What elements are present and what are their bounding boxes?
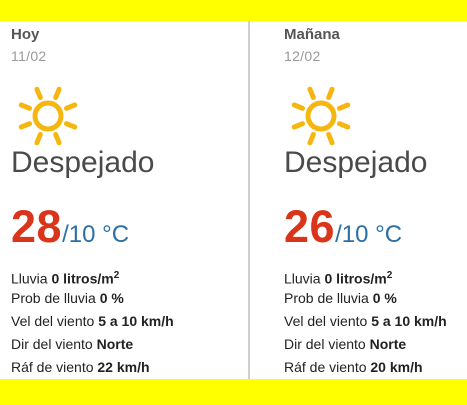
rain-row: Lluvia 0 litros/m2 bbox=[284, 264, 447, 287]
bottom-banner bbox=[0, 379, 467, 405]
rain-probability-row: Prob de lluvia 0 % bbox=[11, 287, 174, 310]
rain-row: Lluvia 0 litros/m2 bbox=[11, 264, 174, 287]
max-temperature: 28 bbox=[11, 201, 63, 252]
rain-label: Lluvia bbox=[284, 270, 321, 287]
day-name: Hoy bbox=[11, 26, 40, 43]
rain-probability-value: 0 % bbox=[372, 290, 397, 306]
rain-probability-label: Prob de lluvia bbox=[284, 290, 369, 306]
day-divider bbox=[248, 21, 250, 379]
temperature: 28/10 °C bbox=[11, 201, 129, 253]
rain-probability-row: Prob de lluvia 0 % bbox=[284, 287, 447, 310]
sun-icon bbox=[18, 86, 78, 146]
forecast-day-today: Hoy 11/02 Despejado 28/10 °C Lluvia 0 li… bbox=[11, 21, 241, 379]
rain-unit-exponent: 2 bbox=[113, 270, 120, 281]
wind-direction-label: Dir del viento bbox=[284, 336, 366, 352]
day-date: 11/02 bbox=[11, 48, 47, 64]
rain-probability-label: Prob de lluvia bbox=[11, 290, 96, 306]
rain-unit-exponent: 2 bbox=[386, 270, 393, 281]
wind-direction-label: Dir del viento bbox=[11, 336, 93, 352]
max-temperature: 26 bbox=[284, 201, 336, 252]
rain-value: 0 litros/m bbox=[324, 270, 387, 287]
temperature: 26/10 °C bbox=[284, 201, 402, 253]
top-banner bbox=[0, 0, 467, 21]
weather-details: Lluvia 0 litros/m2 Prob de lluvia 0 % Ve… bbox=[11, 264, 174, 379]
weather-details: Lluvia 0 litros/m2 Prob de lluvia 0 % Ve… bbox=[284, 264, 447, 379]
day-date: 12/02 bbox=[284, 48, 321, 64]
wind-direction-value: Norte bbox=[96, 336, 134, 352]
rain-label: Lluvia bbox=[11, 270, 48, 287]
wind-direction-value: Norte bbox=[369, 336, 407, 352]
wind-gust-value: 22 km/h bbox=[97, 359, 150, 375]
wind-speed-value: 5 a 10 km/h bbox=[371, 313, 447, 329]
sun-icon bbox=[291, 86, 351, 146]
rain-probability-value: 0 % bbox=[99, 290, 124, 306]
min-temperature: /10 °C bbox=[62, 221, 130, 248]
wind-direction-row: Dir del viento Norte bbox=[284, 333, 447, 356]
wind-gust-value: 20 km/h bbox=[370, 359, 423, 375]
weather-condition: Despejado bbox=[284, 146, 428, 179]
wind-speed-row: Vel del viento 5 a 10 km/h bbox=[284, 310, 447, 333]
wind-gust-label: Ráf de viento bbox=[11, 359, 94, 375]
wind-gust-row: Ráf de viento 20 km/h bbox=[284, 356, 447, 379]
rain-value: 0 litros/m bbox=[51, 270, 114, 287]
weather-condition: Despejado bbox=[11, 146, 155, 179]
wind-direction-row: Dir del viento Norte bbox=[11, 333, 174, 356]
forecast-day-tomorrow: Mañana 12/02 Despejado 26/10 °C Lluvia 0… bbox=[284, 21, 467, 379]
min-temperature: /10 °C bbox=[335, 221, 403, 248]
wind-speed-label: Vel del viento bbox=[284, 313, 368, 329]
wind-speed-value: 5 a 10 km/h bbox=[98, 313, 174, 329]
day-name: Mañana bbox=[284, 26, 340, 43]
wind-gust-label: Ráf de viento bbox=[284, 359, 367, 375]
wind-speed-label: Vel del viento bbox=[11, 313, 95, 329]
wind-gust-row: Ráf de viento 22 km/h bbox=[11, 356, 174, 379]
wind-speed-row: Vel del viento 5 a 10 km/h bbox=[11, 310, 174, 333]
